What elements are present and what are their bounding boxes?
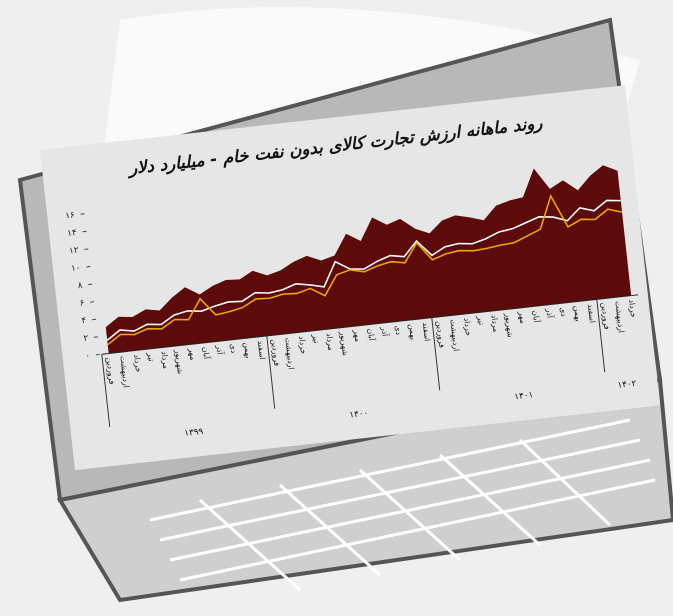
- year-label: ۱۴۰۰: [349, 409, 369, 421]
- x-tick-label: تیر: [476, 315, 486, 326]
- x-tick-label: بهمن: [242, 342, 253, 359]
- x-tick-label: مهر: [517, 310, 527, 324]
- x-tick-label: آذر: [544, 307, 555, 319]
- year-label: ۱۴۰۱: [514, 390, 534, 402]
- x-tick-label: آذر: [379, 325, 390, 337]
- x-tick-label: بهمن: [572, 305, 583, 322]
- x-tick-label: مهر: [352, 328, 362, 342]
- x-tick-label: مهر: [187, 347, 197, 361]
- x-tick-label: بهمن: [407, 323, 418, 340]
- x-tick-label: مرداد: [325, 332, 336, 350]
- y-tick-label: ۱۴: [67, 228, 78, 239]
- x-tick-label: آبان: [201, 346, 212, 360]
- x-tick-label: دی: [393, 325, 403, 336]
- y-tick-label: ۱۲: [69, 246, 80, 257]
- x-tick-label: مرداد: [490, 314, 501, 332]
- x-tick-label: آذر: [214, 344, 225, 356]
- x-tick-label: آبان: [531, 310, 542, 324]
- x-tick-label: تیر: [311, 333, 321, 344]
- year-label: ۱۳۹۹: [184, 427, 204, 439]
- year-label: ۱۴۰۲: [617, 379, 637, 391]
- x-tick-label: تیر: [146, 351, 156, 362]
- x-tick-label: دی: [228, 343, 238, 354]
- x-tick-label: آبان: [366, 328, 377, 342]
- y-tick-label: ۱۰: [71, 263, 82, 274]
- x-tick-label: دی: [558, 307, 568, 318]
- x-tick-label: مرداد: [160, 351, 171, 369]
- y-tick-label: ۱۶: [65, 210, 76, 221]
- scene: روند ماهانه ارزش تجارت کالای بدون نفت خا…: [0, 0, 673, 616]
- chart: روند ماهانه ارزش تجارت کالای بدون نفت خا…: [40, 85, 660, 470]
